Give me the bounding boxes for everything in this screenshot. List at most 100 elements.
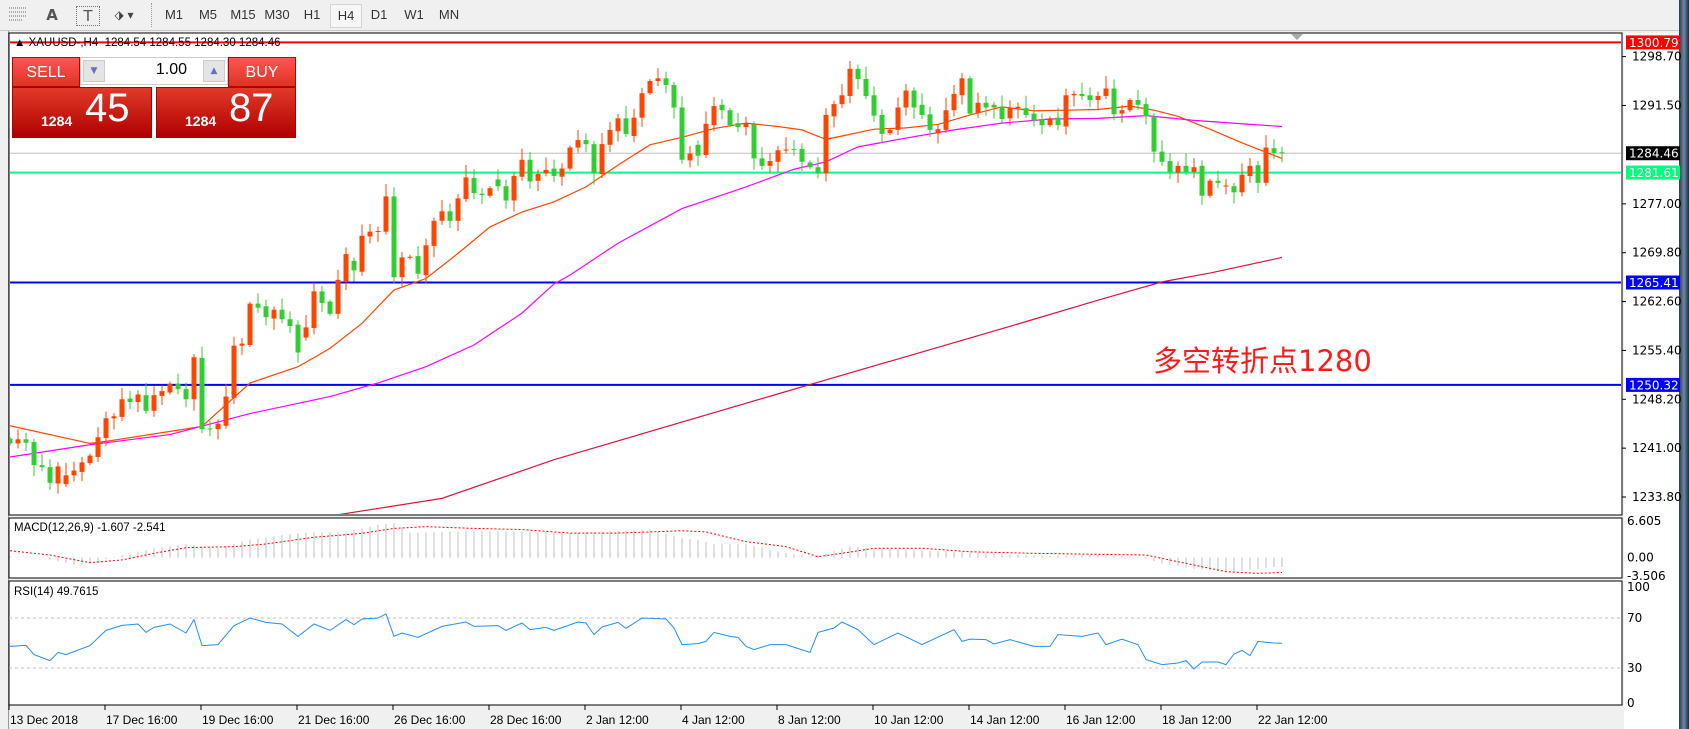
candle-bear <box>679 107 685 160</box>
y-tick-label: 1277.00 <box>1632 197 1682 211</box>
candle-bear <box>255 303 261 308</box>
candle-bear <box>207 428 213 430</box>
candle-bear <box>479 193 485 196</box>
candle-bear <box>1159 151 1165 162</box>
rsi-tick-label: 70 <box>1627 611 1642 625</box>
candle-bear <box>967 78 973 114</box>
x-tick-label: 21 Dec 16:00 <box>298 713 370 727</box>
candle-bull <box>135 394 141 403</box>
sell-price-big-figure: 1284 <box>41 113 73 129</box>
lot-decrease-button[interactable]: ▼ <box>83 60 105 82</box>
candle-bear <box>719 104 725 111</box>
candle-bull <box>975 102 981 113</box>
candle-bear <box>1087 95 1093 101</box>
candle-bull <box>367 231 373 237</box>
tf-H4[interactable]: H4 <box>330 4 362 28</box>
level-price-label: 1284.46 <box>1629 147 1679 161</box>
lot-input[interactable]: ▼ 1.00 ▲ <box>80 57 228 85</box>
candle-bull <box>1175 165 1181 173</box>
candle-bull <box>631 117 637 136</box>
text-a-icon[interactable]: A <box>46 6 58 24</box>
candle-bull <box>1095 95 1101 101</box>
text-label-icon[interactable]: T <box>76 6 100 26</box>
candle-bear <box>1183 165 1189 172</box>
candle-bull <box>599 144 605 174</box>
candle-bull <box>1263 147 1269 183</box>
buy-button[interactable]: BUY <box>228 57 296 89</box>
candle-bear <box>1135 100 1141 105</box>
candle-bull <box>847 68 853 96</box>
sell-price[interactable]: 1284 45 <box>12 86 152 138</box>
x-tick-label: 28 Dec 16:00 <box>490 713 562 727</box>
candle-bear <box>351 260 357 271</box>
level-price-tag <box>1626 146 1680 161</box>
tf-H1[interactable]: H1 <box>303 7 321 22</box>
candle-bear <box>1079 93 1085 96</box>
tf-MN[interactable]: MN <box>438 7 460 22</box>
candle-bull <box>335 279 341 314</box>
x-tick-label: 4 Jan 12:00 <box>682 713 745 727</box>
tf-M5[interactable]: M5 <box>198 7 218 22</box>
tf-M15[interactable]: M15 <box>230 7 256 22</box>
lot-increase-button[interactable]: ▲ <box>203 60 225 82</box>
candle-bear <box>911 90 917 108</box>
candle-bull <box>79 462 85 472</box>
candle-bull <box>239 343 245 346</box>
candle-bull <box>823 114 829 174</box>
grid-icon[interactable] <box>6 4 30 26</box>
candle-bull <box>615 118 621 132</box>
tf-M1[interactable]: M1 <box>164 7 184 22</box>
chart-symbol: XAUUSD-,H4 <box>28 37 99 49</box>
candle-bull <box>775 150 781 162</box>
tf-M30[interactable]: M30 <box>264 7 290 22</box>
candle-bear <box>695 144 701 156</box>
candle-bull <box>839 95 845 105</box>
candle-bear <box>127 398 133 403</box>
candle-bull <box>511 176 517 201</box>
y-tick-label: 1241.00 <box>1632 441 1682 455</box>
sell-label: SELL <box>16 58 76 89</box>
candle-bear <box>199 357 205 430</box>
candle-bull <box>559 168 565 177</box>
candle-bear <box>1167 161 1173 172</box>
candle-bull <box>311 291 317 329</box>
candle-bear <box>183 389 189 400</box>
candle-bear <box>503 186 509 201</box>
candle-bear <box>799 148 805 162</box>
x-tick-label: 17 Dec 16:00 <box>106 713 178 727</box>
sell-button[interactable]: SELL <box>12 57 80 89</box>
toolbar: A T ⬗ ▾ M1 M5 M15 M30 H1 H4 D1 W1 MN <box>0 0 1689 31</box>
candle-bear <box>1031 113 1037 121</box>
buy-price-big-figure: 1284 <box>185 113 217 129</box>
sell-price-pips: 45 <box>85 86 130 130</box>
level-price-label: 1281.61 <box>1629 166 1679 180</box>
candle-bear <box>671 85 677 108</box>
tf-W1[interactable]: W1 <box>404 7 424 22</box>
candle-bull <box>487 188 493 196</box>
y-tick-label: 1255.40 <box>1632 343 1682 357</box>
lot-value[interactable]: 1.00 <box>155 61 187 78</box>
candle-bull <box>895 107 901 130</box>
candle-bull <box>1015 106 1021 109</box>
x-tick-label: 22 Jan 12:00 <box>1258 713 1328 727</box>
candle-bear <box>751 124 757 159</box>
rsi-label: RSI(14) 49.7615 <box>14 586 98 598</box>
candle-bull <box>647 81 653 94</box>
candle-bull <box>383 196 389 232</box>
candle-bull <box>519 159 525 177</box>
tf-D1[interactable]: D1 <box>370 7 388 22</box>
candle-bear <box>287 319 293 327</box>
candle-bear <box>999 106 1005 120</box>
candle-bull <box>943 110 949 130</box>
candle-bull <box>1207 180 1213 196</box>
buy-price[interactable]: 1284 87 <box>156 86 296 138</box>
x-tick-label: 10 Jan 12:00 <box>874 713 944 727</box>
candle-bear <box>991 104 997 108</box>
candle-bear <box>815 167 821 174</box>
candle-bull <box>343 254 349 282</box>
candle-bear <box>791 148 797 150</box>
candle-bull <box>903 90 909 108</box>
candle-bull <box>303 327 309 338</box>
arrows-icon[interactable]: ⬗ ▾ <box>114 8 134 22</box>
